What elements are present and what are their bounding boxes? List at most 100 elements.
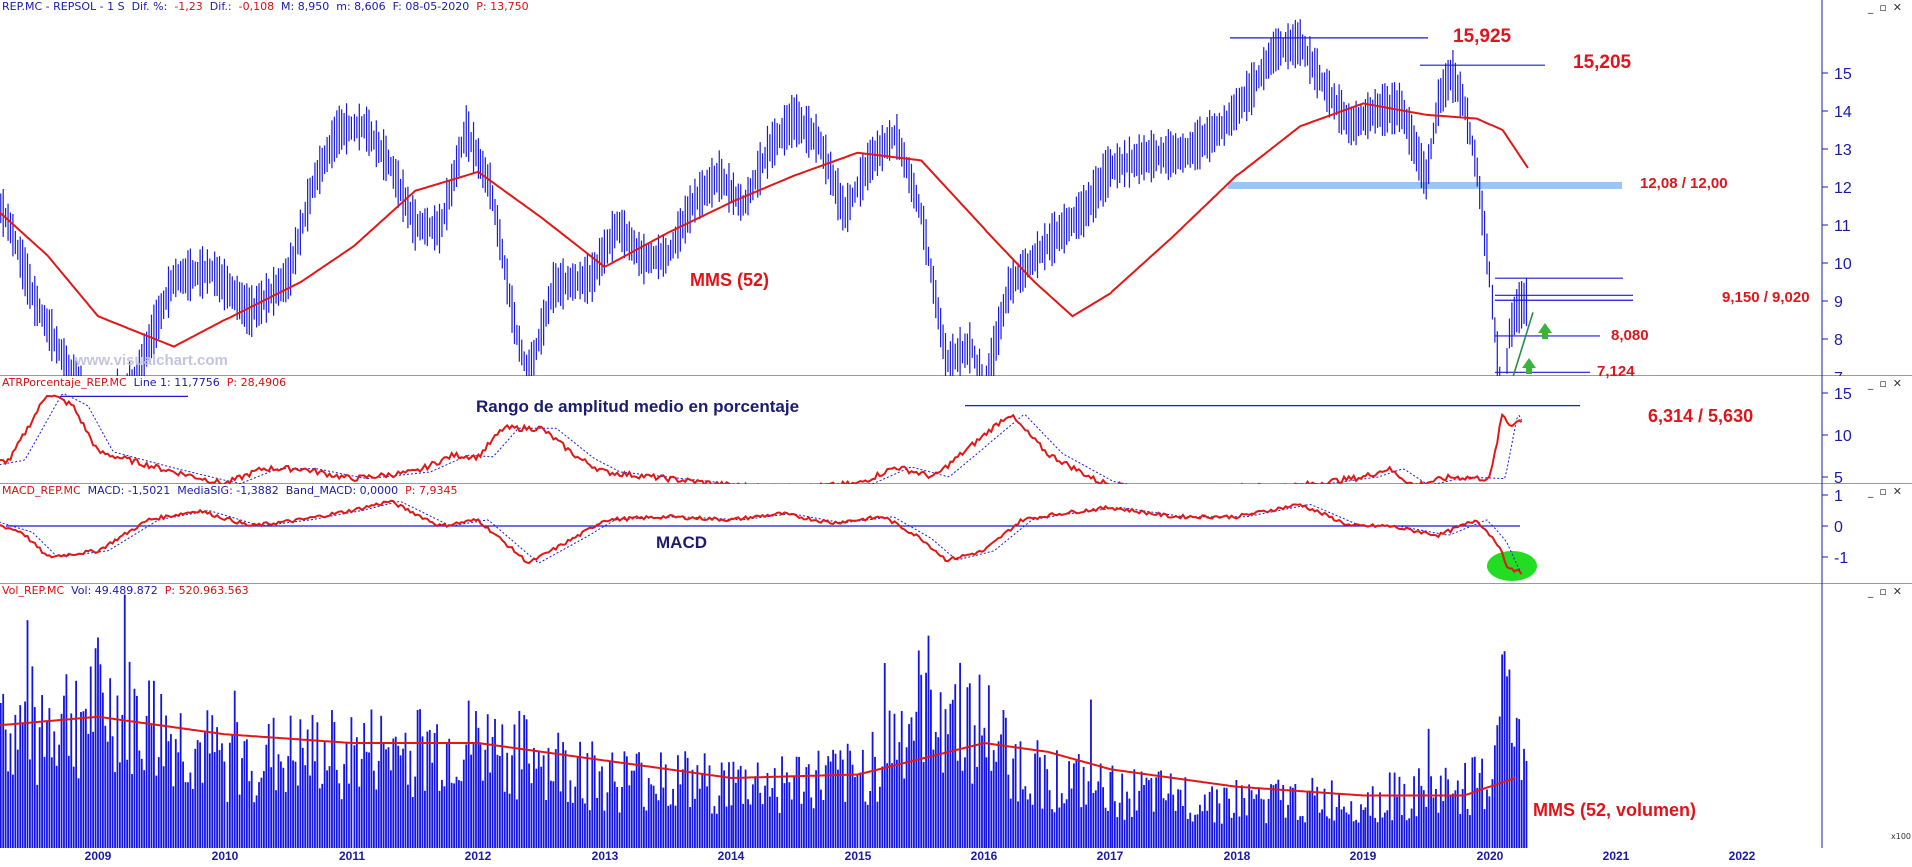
volume-bar (1520, 780, 1523, 848)
volume-bar (109, 678, 112, 848)
volume-bar (1488, 796, 1491, 848)
volume-bar (1471, 757, 1474, 848)
volume-bar (591, 741, 594, 848)
volume-bar (65, 674, 68, 848)
volume-bar (1357, 822, 1360, 848)
volume-bar (1383, 812, 1386, 848)
volume-bar (650, 784, 653, 848)
window-buttons[interactable]: _▫✕ (1867, 585, 1908, 598)
volume-bar (145, 715, 148, 848)
volume-bar (905, 747, 908, 848)
atr-pane: ATRPorcentaje_REP.MC Line 1: 11,7756 P: … (0, 376, 1912, 484)
volume-sma-line (0, 715, 1516, 797)
volume-bar (121, 714, 124, 848)
volume-bar (1169, 773, 1172, 848)
volume-bar (987, 685, 990, 848)
volume-bar (1274, 783, 1277, 848)
annotation-support1: 12,08 / 12,00 (1640, 175, 1728, 192)
volume-bar (1063, 803, 1066, 848)
volume-bar (992, 750, 995, 848)
volume-bar (734, 782, 737, 848)
volume-bar (1299, 816, 1302, 848)
volume-bar (985, 757, 988, 848)
annotation-resistance1: 9,150 / 9,020 (1722, 289, 1810, 306)
volume-bar (564, 750, 567, 848)
volume-bar (138, 750, 141, 848)
window-buttons[interactable]: _▫✕ (1867, 1, 1908, 14)
volume-bar (1260, 798, 1263, 848)
volume-bar (335, 769, 338, 848)
volume-bar (1330, 780, 1333, 848)
volume-bar (426, 731, 429, 848)
volume-bar (588, 810, 591, 848)
volume-bar (939, 692, 942, 848)
volume-bar (9, 733, 12, 848)
volume-bar (1430, 776, 1432, 848)
header-field: MediaSIG: -1,3882 (170, 484, 279, 497)
volume-bar (170, 734, 172, 848)
header-field: -1,23 (167, 0, 203, 13)
volume-bar (677, 755, 679, 848)
volume-bar (1449, 794, 1452, 848)
volume-bar (348, 783, 350, 848)
volume-bar (489, 772, 492, 848)
volume-bar (1194, 814, 1196, 848)
volume-bar (781, 756, 783, 848)
volume-bar (822, 799, 825, 848)
volume-bar (118, 762, 121, 848)
volume-bar (616, 787, 619, 848)
volume-bar (1398, 776, 1401, 848)
header-field: P: 7,9345 (398, 484, 458, 497)
volume-bar (184, 782, 187, 848)
x-tick-label: 2012 (464, 849, 492, 863)
volume-bar (94, 648, 97, 848)
volume-bar (552, 781, 555, 848)
price-header: REP.MC - REPSOL - 1 S Dif. %: -1,23 Dif.… (2, 0, 529, 13)
volume-bar (1051, 809, 1053, 848)
volume-bar (236, 722, 239, 848)
volume-bar (1065, 799, 1068, 848)
volume-bar (267, 723, 270, 848)
volume-bar (832, 749, 834, 848)
volume-bar (397, 745, 400, 848)
volume-bar (810, 797, 813, 848)
volume-bar (1435, 789, 1437, 848)
volume-bar (1420, 785, 1423, 848)
volume-bar (640, 762, 643, 848)
atr-title: Rango de amplitud medio en porcentaje (476, 397, 800, 416)
volume-bar (157, 757, 160, 848)
volume-bar (608, 761, 611, 848)
volume-bar (696, 765, 699, 848)
volume-bar (1418, 768, 1420, 848)
window-buttons[interactable]: _▫✕ (1867, 485, 1908, 498)
volume-bar (1082, 766, 1085, 848)
volume-bar (1454, 790, 1457, 848)
volume-bar (1456, 780, 1459, 848)
volume-bar (805, 767, 808, 848)
volume-bars (0, 594, 1528, 848)
volume-bar (353, 745, 356, 848)
volume-bar (0, 702, 2, 848)
volume-bar (961, 770, 964, 848)
x-tick-label: 2022 (1728, 849, 1756, 863)
volume-bar (571, 802, 574, 848)
header-field: Vol: 49.489.872 (64, 584, 158, 597)
volume-bar (1313, 795, 1316, 848)
volume-bar (844, 801, 847, 848)
volume-bar (458, 780, 460, 848)
volume-bar (189, 772, 192, 848)
volume-bar (1408, 818, 1411, 848)
window-buttons[interactable]: _▫✕ (1867, 377, 1908, 390)
volume-bar (340, 799, 343, 848)
volume-bar (783, 783, 786, 848)
volume-bar (455, 776, 458, 848)
volume-bar (389, 770, 392, 848)
volume-bar (1515, 717, 1518, 848)
volume-bar (856, 773, 859, 848)
volume-bar (1092, 792, 1095, 848)
volume-bar (1116, 817, 1119, 848)
volume-bar (790, 799, 793, 848)
volume-bar (628, 785, 631, 848)
volume-bar (272, 717, 275, 848)
volume-bar (1508, 669, 1511, 848)
